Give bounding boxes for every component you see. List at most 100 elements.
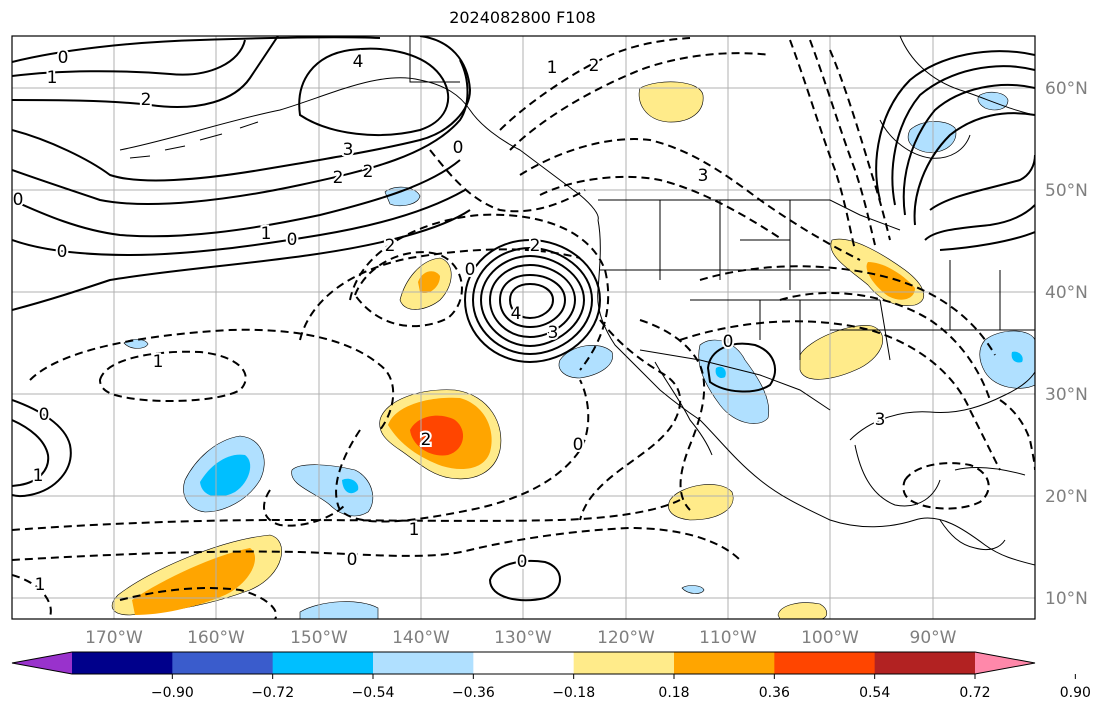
contour-solid-west-1: [12, 399, 72, 498]
shade-negative-hawaii-west-core: [200, 454, 251, 497]
longitude-tick-label: 120°W: [597, 628, 655, 648]
contour-dashed-east-5: [699, 265, 996, 356]
contour-dashed-pacific-7: [119, 587, 278, 619]
colorbar-tick-label: −0.72: [251, 685, 294, 701]
longitude-tick-label: 130°W: [494, 628, 552, 648]
contour-solid-9: [12, 209, 471, 311]
shade-negative-gulf-pacific: [384, 186, 421, 207]
contour-label: 0: [517, 552, 528, 572]
contour-dashed-ring-2: [353, 251, 463, 328]
contour-label: 1: [547, 58, 558, 78]
shade-positive-plains-core: [866, 262, 915, 300]
colorbar-bin: [72, 652, 173, 674]
map-title: 2024082800 F108: [449, 8, 596, 27]
contour-label: 3: [698, 166, 709, 186]
contour-solid-3: [12, 36, 279, 108]
longitude-tick-label: 150°W: [290, 628, 348, 648]
contour-dashed-east-6: [679, 320, 1001, 471]
contour-label: 2: [363, 162, 374, 182]
contour-dashed-baja-2: [639, 319, 706, 511]
mexico-coast: [699, 419, 1035, 566]
contour-lines-dashed: [12, 37, 1035, 619]
shade-positive-texas: [799, 325, 883, 380]
contour-solid-ring-1: [463, 238, 602, 364]
state-lines-1: [600, 200, 880, 301]
contour-dashed-gulf-1: [429, 149, 586, 213]
colorbar-bin: [473, 652, 575, 674]
contour-solid-east-2: [891, 65, 1035, 206]
contour-solid-ring-2: [471, 246, 594, 356]
contour-label: 3: [875, 410, 886, 430]
latitude-tick-label: 10°N: [1045, 589, 1088, 609]
cuba: [954, 467, 1026, 476]
contour-solid-8: [12, 189, 466, 257]
contour-solid-east-4: [913, 112, 1035, 226]
colorbar-tick-label: 0.90: [1060, 685, 1091, 701]
contour-solid-1: [12, 36, 381, 63]
coastlines: [119, 36, 1035, 566]
contour-solid-ring-3: [479, 254, 586, 348]
colorbar-bin: [172, 652, 274, 674]
contour-solid-east-1: [875, 50, 1035, 201]
colorbar-tick-label: −0.90: [151, 685, 194, 701]
map-frame: [11, 35, 1036, 620]
shade-negative-arizona-core: [715, 366, 726, 378]
contour-solid-4: [298, 47, 450, 136]
contour-label: 0: [287, 230, 298, 250]
contour-label: 2: [589, 56, 600, 76]
contour-label: 0: [13, 190, 24, 210]
colorbar-outline: [11, 651, 1036, 675]
contour-solid-ring-4: [488, 263, 577, 339]
contour-label: 1: [47, 68, 58, 88]
colorbar-tick-label: −0.54: [352, 685, 395, 701]
shade-positive-baja: [668, 484, 734, 521]
colorbar: −0.90 −0.72 −0.54 −0.36 −0.18 0.18 0.36 0.54 0.7…: [11, 651, 1091, 701]
central-america: [939, 519, 1006, 551]
contour-dashed-pacific-4: [263, 489, 346, 527]
contour-label: 2: [333, 168, 344, 188]
shade-negative-southeast: [979, 330, 1035, 389]
contour-label: 0: [39, 405, 50, 425]
contour-label: 2: [421, 430, 432, 450]
longitude-tick-label: 100°W: [801, 628, 859, 648]
longitude-axis: 170°W 160°W 150°W 140°W 130°W 120°W 110°…: [85, 628, 957, 648]
longitude-tick-label: 140°W: [392, 628, 450, 648]
shade-negative-tiny-2: [681, 585, 705, 594]
contour-solid-east-3: [902, 83, 1035, 216]
contour-label: 1: [153, 352, 164, 372]
colorbar-extend-low: [12, 652, 72, 674]
contour-label: 0: [347, 550, 358, 570]
contour-label: 0: [57, 242, 68, 262]
contour-dashed-ring-3: [299, 248, 581, 341]
latitude-axis: 60°N 50°N 40°N 30°N 20°N 10°N: [1045, 79, 1088, 609]
colorbar-bin: [272, 652, 374, 674]
contour-dashed-gulf-3: [509, 52, 771, 151]
contour-label: 0: [58, 48, 69, 68]
contour-lines: [12, 36, 1035, 602]
shade-negative-hawaii-east: [291, 464, 374, 517]
hudson-bay: [879, 119, 971, 159]
shade-positive-alaska: [638, 81, 704, 123]
longitude-tick-label: 110°W: [699, 628, 757, 648]
contour-label: 2: [141, 90, 152, 110]
aleutian-islands: [129, 121, 259, 159]
colorbar-bin: [674, 652, 775, 674]
contour-label: 1: [409, 520, 420, 540]
contour-solid-east-5: [924, 204, 1035, 241]
state-lines-2: [759, 260, 1035, 361]
colorbar-tick-label: −0.36: [452, 685, 495, 701]
contour-dashed-gulf-of-mexico: [999, 399, 1035, 471]
colorbar-tick-label: 0.18: [658, 685, 689, 701]
contour-solid-5: [12, 36, 472, 182]
colorbar-bin: [774, 652, 876, 674]
contour-labels: 0 1 2 4 3 2 2 1 0 0 0 1 0 2 0 2 3 4 3 2 …: [12, 46, 887, 597]
latitude-tick-label: 60°N: [1045, 79, 1088, 99]
contour-dashed-pacific-5: [12, 499, 681, 531]
contour-dashed-east-1: [789, 39, 856, 251]
contour-solid-ring-6: [508, 282, 555, 320]
shaded-anomaly-field: [111, 81, 1035, 619]
yucatan: [854, 444, 941, 507]
colorbar-bin: [573, 652, 675, 674]
contour-dashed-mexico: [902, 462, 990, 510]
